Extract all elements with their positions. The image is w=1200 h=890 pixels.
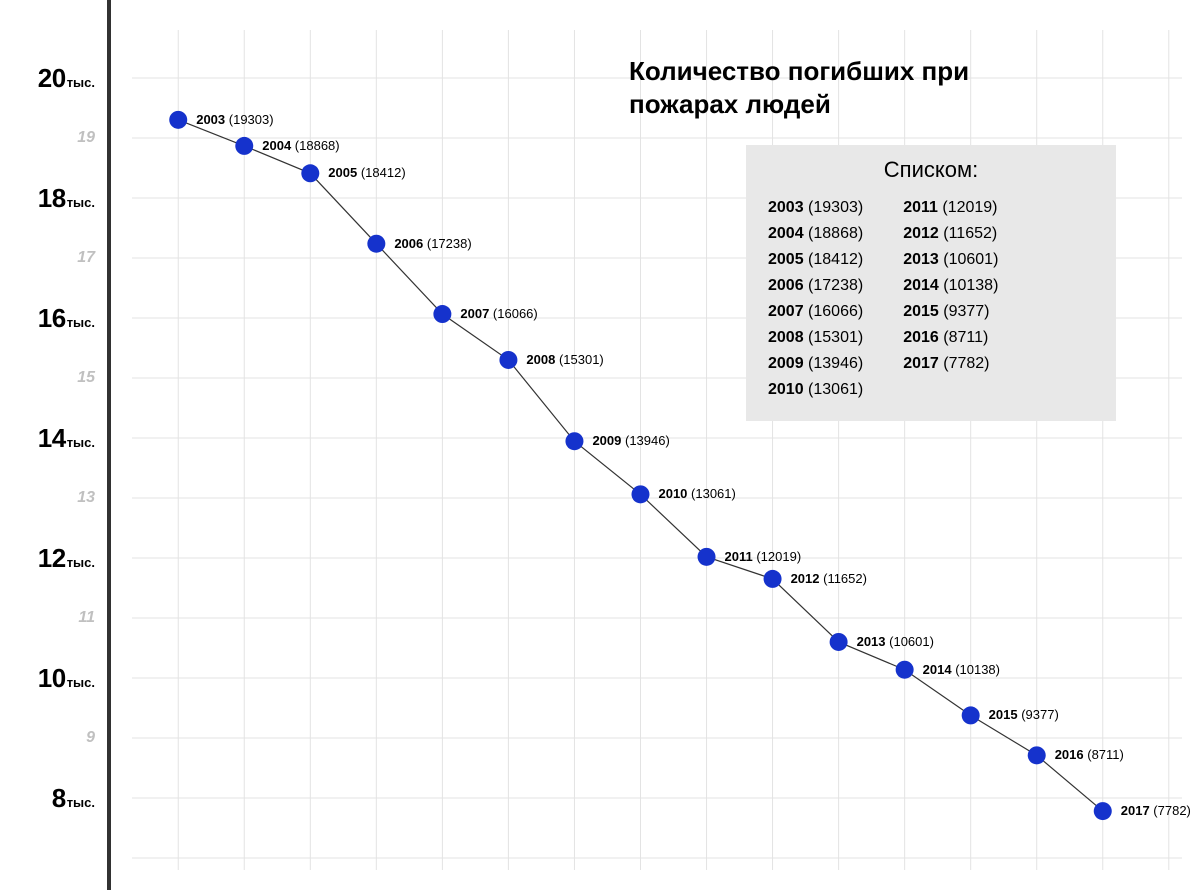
chart-marker xyxy=(367,235,385,253)
legend-item: 2012 (11652) xyxy=(903,225,998,243)
ytick-minor: 15 xyxy=(0,369,95,387)
point-label: 2009 (13946) xyxy=(592,433,669,448)
chart-marker xyxy=(1028,746,1046,764)
legend-item: 2004 (18868) xyxy=(768,225,863,243)
ytick-minor: 11 xyxy=(0,609,95,627)
point-label: 2012 (11652) xyxy=(791,571,867,586)
chart-marker xyxy=(301,164,319,182)
point-label: 2005 (18412) xyxy=(328,165,405,180)
point-label: 2015 (9377) xyxy=(989,707,1059,722)
chart-title: Количество погибших при пожарах людей xyxy=(629,55,1059,120)
point-label: 2010 (13061) xyxy=(658,486,735,501)
ytick-minor: 19 xyxy=(0,129,95,147)
ytick-major: 20тыс. xyxy=(0,63,95,94)
point-label: 2008 (15301) xyxy=(526,352,603,367)
chart-stage: 8тыс. 10тыс. 12тыс. 14тыс. 16тыс. 18тыс. 20тыс… xyxy=(0,0,1200,890)
ytick-major: 16тыс. xyxy=(0,303,95,334)
ytick-major: 14тыс. xyxy=(0,423,95,454)
chart-marker xyxy=(896,661,914,679)
point-label: 2004 (18868) xyxy=(262,138,339,153)
legend-item: 2014 (10138) xyxy=(903,277,998,295)
point-label: 2007 (16066) xyxy=(460,306,537,321)
point-label: 2017 (7782) xyxy=(1121,803,1191,818)
point-label: 2003 (19303) xyxy=(196,112,273,127)
legend-col: 2003 (19303) 2004 (18868) 2005 (18412) 2006… xyxy=(768,199,863,399)
legend-item: 2016 (8711) xyxy=(903,329,998,347)
ytick-major: 8тыс. xyxy=(0,783,95,814)
legend-item: 2011 (12019) xyxy=(903,199,998,217)
chart-marker xyxy=(565,432,583,450)
chart-marker xyxy=(830,633,848,651)
legend-item: 2015 (9377) xyxy=(903,303,998,321)
y-axis: 8тыс. 10тыс. 12тыс. 14тыс. 16тыс. 18тыс. 20тыс… xyxy=(0,0,107,890)
chart-marker xyxy=(962,706,980,724)
chart-marker xyxy=(698,548,716,566)
ytick-minor: 17 xyxy=(0,249,95,267)
chart-marker xyxy=(764,570,782,588)
legend-item: 2007 (16066) xyxy=(768,303,863,321)
point-label: 2013 (10601) xyxy=(857,634,934,649)
ytick-minor: 9 xyxy=(0,729,95,747)
legend-item: 2003 (19303) xyxy=(768,199,863,217)
legend-columns: 2003 (19303) 2004 (18868) 2005 (18412) 2006… xyxy=(768,199,1094,399)
legend-item: 2013 (10601) xyxy=(903,251,998,269)
point-label: 2014 (10138) xyxy=(923,662,1000,677)
legend-item: 2009 (13946) xyxy=(768,355,863,373)
chart-marker xyxy=(1094,802,1112,820)
legend-item: 2017 (7782) xyxy=(903,355,998,373)
point-label: 2016 (8711) xyxy=(1055,747,1124,762)
plot-area: Количество погибших при пожарах людей Сп… xyxy=(132,30,1182,870)
ytick-minor: 13 xyxy=(0,489,95,507)
chart-marker xyxy=(631,485,649,503)
legend-item: 2006 (17238) xyxy=(768,277,863,295)
point-label: 2011 (12019) xyxy=(725,549,802,564)
chart-marker xyxy=(235,137,253,155)
point-label: 2006 (17238) xyxy=(394,236,471,251)
legend-col: 2011 (12019) 2012 (11652) 2013 (10601) 2014… xyxy=(903,199,998,399)
ytick-major: 12тыс. xyxy=(0,543,95,574)
chart-marker xyxy=(433,305,451,323)
ytick-major: 18тыс. xyxy=(0,183,95,214)
chart-marker xyxy=(499,351,517,369)
chart-legend: Списком: 2003 (19303) 2004 (18868) 2005 (1… xyxy=(746,145,1116,421)
axis-divider xyxy=(107,0,111,890)
legend-item: 2005 (18412) xyxy=(768,251,863,269)
legend-item: 2010 (13061) xyxy=(768,381,863,399)
legend-item: 2008 (15301) xyxy=(768,329,863,347)
legend-title: Списком: xyxy=(768,157,1094,183)
chart-marker xyxy=(169,111,187,129)
ytick-major: 10тыс. xyxy=(0,663,95,694)
